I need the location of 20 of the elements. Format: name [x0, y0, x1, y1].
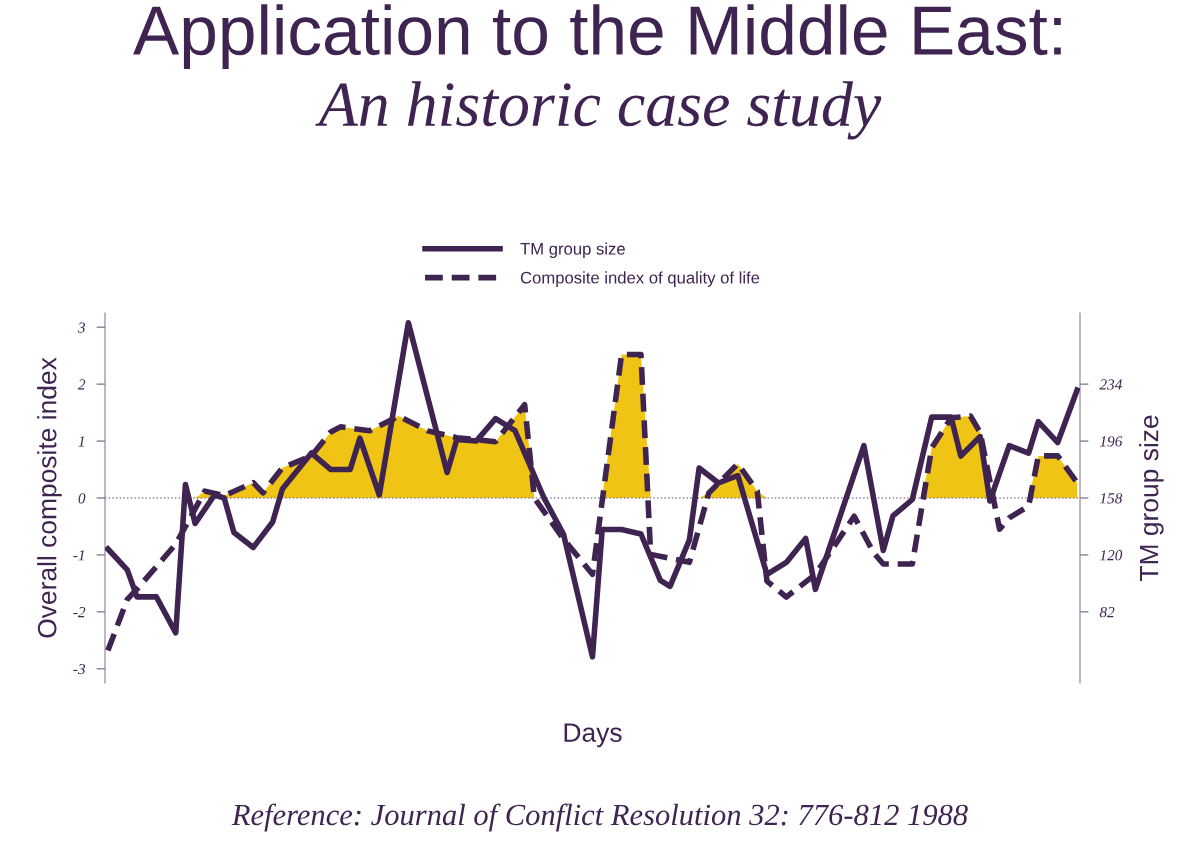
y-tick-label: -2: [73, 607, 86, 618]
y2-tick-label: 234: [1099, 379, 1123, 390]
y-tick-label: 1: [78, 436, 84, 447]
y2-tick-label: 82: [1099, 606, 1115, 618]
text: Reference: Journal of Conflict Resolution 32: 776-812 1988: [231, 803, 968, 832]
y-axis-title: Overall composite index: [37, 357, 62, 638]
y-tick-label: -1: [73, 550, 84, 561]
y-tick-label: -3: [73, 663, 86, 675]
legend-label: TM group size: [520, 242, 625, 259]
y2-tick-label: 196: [1099, 436, 1123, 447]
chart-subtitle: An historic case study: [315, 81, 882, 140]
y-tick-label: 2: [77, 379, 86, 390]
y2-tick-label: 158: [1099, 493, 1123, 504]
y2-axis-title: TM group size: [1139, 415, 1164, 581]
legend-label: Composite index of quality of life: [520, 271, 760, 287]
chart-title: Application to the Middle East:: [133, 4, 1061, 70]
y2-tick-label: 120: [1099, 550, 1123, 561]
y-tick-label: 3: [77, 322, 86, 333]
y-tick-label: 0: [78, 493, 86, 504]
x-axis-title: Days: [564, 723, 622, 748]
